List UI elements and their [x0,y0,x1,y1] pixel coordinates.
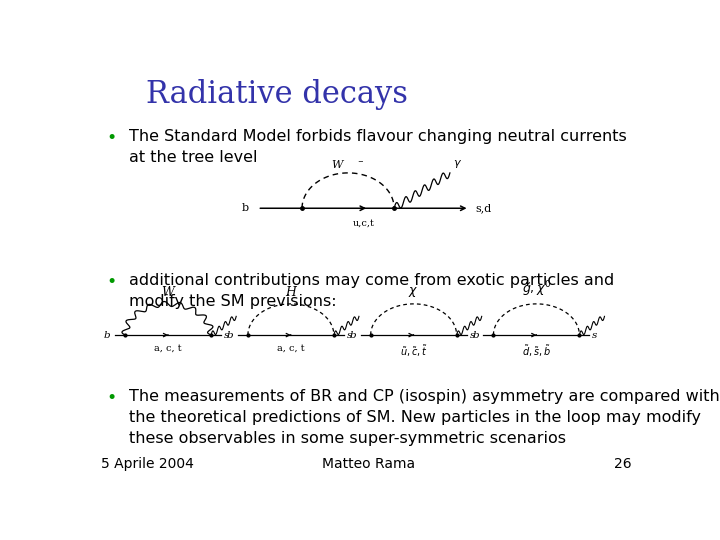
Text: $^-$: $^-$ [356,159,365,168]
Text: $\gamma$: $\gamma$ [453,158,462,170]
Text: a, c, t: a, c, t [277,343,305,353]
Text: b: b [104,330,111,340]
Text: $\tilde{g},\chi^0$: $\tilde{g},\chi^0$ [522,279,551,299]
Text: additional contributions may come from exotic particles and
modify the SM previs: additional contributions may come from e… [129,273,614,309]
Text: a, c, t: a, c, t [154,343,182,353]
Text: b: b [349,330,356,340]
Text: u,c,t: u,c,t [353,219,374,228]
Text: s,d: s,d [475,203,491,213]
Text: s: s [224,330,229,340]
Text: b: b [472,330,479,340]
Text: Radiative decays: Radiative decays [145,79,408,110]
Text: $\tilde{u},\tilde{c},\tilde{t}$: $\tilde{u},\tilde{c},\tilde{t}$ [400,343,428,359]
Text: s: s [469,330,474,340]
Text: b: b [242,203,249,213]
Text: 5 Aprile 2004: 5 Aprile 2004 [101,457,194,471]
Text: $\chi$: $\chi$ [408,285,419,299]
Text: s: s [347,330,352,340]
Text: 26: 26 [613,457,631,471]
Text: $\tilde{d},\tilde{s},\tilde{b}$: $\tilde{d},\tilde{s},\tilde{b}$ [522,343,551,359]
Text: •: • [107,129,117,147]
Text: W: W [331,160,343,170]
Text: The Standard Model forbids flavour changing neutral currents
at the tree level: The Standard Model forbids flavour chang… [129,129,627,165]
Text: W: W [162,286,174,299]
Text: •: • [107,389,117,407]
Text: b: b [227,330,233,340]
Text: H: H [285,286,297,299]
Text: Matteo Rama: Matteo Rama [323,457,415,471]
Text: s: s [593,330,598,340]
Text: •: • [107,273,117,291]
Text: The measurements of BR and CP (isospin) asymmetry are compared with
the theoreti: The measurements of BR and CP (isospin) … [129,389,720,446]
